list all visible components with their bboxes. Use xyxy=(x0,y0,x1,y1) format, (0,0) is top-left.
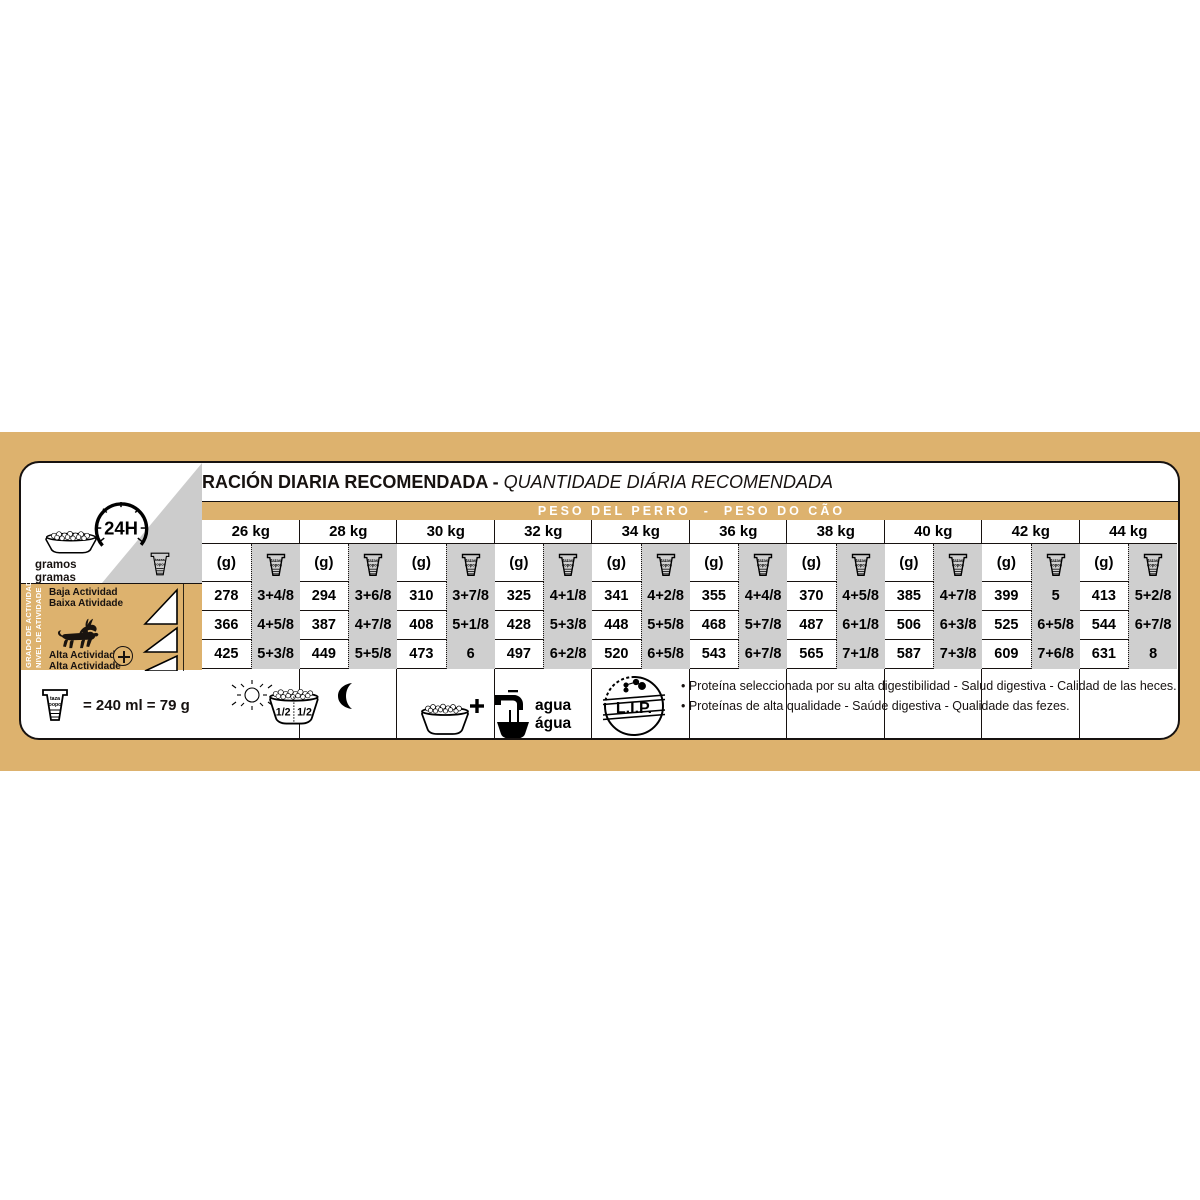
svg-text:copos: copos xyxy=(855,562,868,567)
svg-text:copos: copos xyxy=(465,562,478,567)
svg-text:copos: copos xyxy=(270,562,283,567)
svg-text:água: água xyxy=(535,715,572,732)
svg-text:L.I.P.: L.I.P. xyxy=(616,700,652,717)
svg-text:agua: agua xyxy=(535,697,572,714)
svg-text:copos: copos xyxy=(1147,562,1160,567)
svg-text:copos: copos xyxy=(757,562,770,567)
svg-text:copos: copos xyxy=(952,562,965,567)
svg-text:oopo: oopo xyxy=(49,702,62,708)
svg-text:24H: 24H xyxy=(104,518,138,539)
svg-text:copos: copos xyxy=(367,562,380,567)
svg-text:1/2: 1/2 xyxy=(276,706,291,718)
svg-text:copos: copos xyxy=(154,562,167,567)
svg-text:copos: copos xyxy=(562,562,575,567)
svg-text:1/2: 1/2 xyxy=(297,706,312,718)
svg-text:copos: copos xyxy=(660,562,673,567)
svg-text:copos: copos xyxy=(1050,562,1063,567)
